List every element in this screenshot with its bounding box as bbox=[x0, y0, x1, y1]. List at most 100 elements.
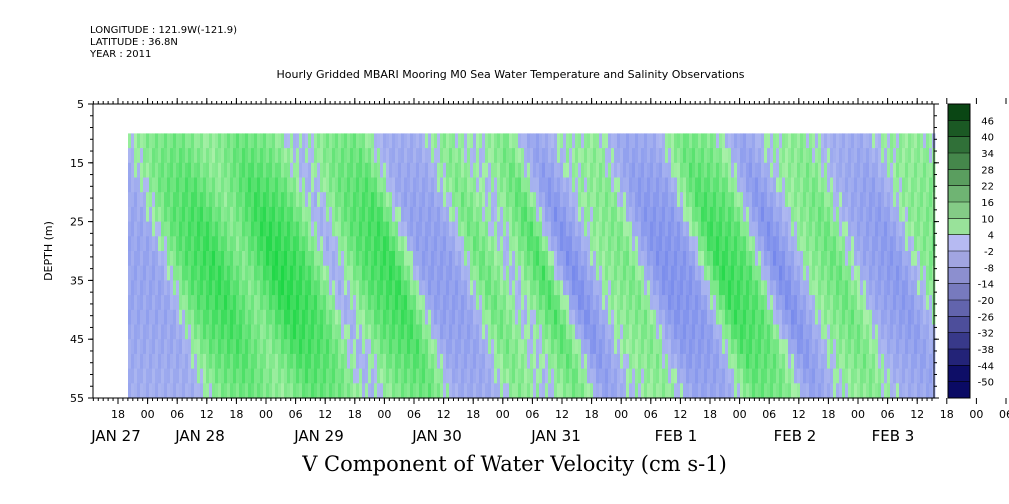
heatmap-cell bbox=[434, 236, 438, 252]
heatmap-cell bbox=[398, 339, 402, 355]
heatmap-cell bbox=[896, 162, 900, 179]
heatmap-cell bbox=[623, 251, 627, 267]
heatmap-cell bbox=[248, 280, 252, 296]
heatmap-cell bbox=[638, 324, 642, 340]
heatmap-cell bbox=[452, 236, 456, 252]
heatmap-cell bbox=[590, 309, 594, 326]
heatmap-cell bbox=[749, 133, 753, 149]
heatmap-cell bbox=[284, 192, 288, 208]
heatmap-cell bbox=[815, 324, 819, 340]
heatmap-cell bbox=[557, 192, 561, 208]
heatmap-cell bbox=[641, 339, 645, 355]
heatmap-cell bbox=[695, 295, 699, 311]
heatmap-cell bbox=[170, 353, 174, 370]
heatmap-cell bbox=[869, 353, 873, 370]
heatmap-cell bbox=[683, 265, 687, 281]
heatmap-cell bbox=[770, 162, 774, 179]
heatmap-cell bbox=[293, 353, 297, 370]
heatmap-cell bbox=[371, 192, 375, 208]
heatmap-cell bbox=[671, 339, 675, 355]
heatmap-cell bbox=[707, 265, 711, 281]
heatmap-cell bbox=[740, 324, 744, 340]
heatmap-cell bbox=[548, 206, 552, 223]
heatmap-cell bbox=[554, 383, 558, 399]
heatmap-cell bbox=[830, 383, 834, 399]
heatmap-cell bbox=[830, 368, 834, 384]
heatmap-cell bbox=[326, 162, 330, 179]
heatmap-cell bbox=[923, 236, 927, 252]
heatmap-cell bbox=[872, 324, 876, 340]
heatmap-cell bbox=[347, 265, 351, 281]
heatmap-cell bbox=[389, 383, 393, 399]
heatmap-cell bbox=[623, 177, 627, 193]
heatmap-cell bbox=[887, 162, 891, 179]
heatmap-cell bbox=[227, 324, 231, 340]
heatmap-cell bbox=[629, 177, 633, 193]
heatmap-cell bbox=[848, 368, 852, 384]
heatmap-cell bbox=[713, 383, 717, 399]
heatmap-cell bbox=[416, 206, 420, 223]
heatmap-cell bbox=[887, 206, 891, 223]
heatmap-cell bbox=[470, 368, 474, 384]
heatmap-cell bbox=[659, 339, 663, 355]
heatmap-cell bbox=[572, 251, 576, 267]
heatmap-cell bbox=[482, 324, 486, 340]
heatmap-cell bbox=[815, 353, 819, 370]
heatmap-cell bbox=[215, 265, 219, 281]
heatmap-cell bbox=[896, 383, 900, 399]
heatmap-cell bbox=[503, 368, 507, 384]
heatmap-cell bbox=[494, 221, 498, 237]
heatmap-cell bbox=[848, 206, 852, 223]
heatmap-cell bbox=[833, 265, 837, 281]
heatmap-cell bbox=[341, 339, 345, 355]
heatmap-cell bbox=[686, 148, 690, 164]
heatmap-cell bbox=[470, 265, 474, 281]
heatmap-cell bbox=[815, 295, 819, 311]
heatmap-cell bbox=[296, 236, 300, 252]
heatmap-cell bbox=[818, 324, 822, 340]
heatmap-cell bbox=[662, 251, 666, 267]
heatmap-cell bbox=[545, 368, 549, 384]
heatmap-cell bbox=[200, 368, 204, 384]
heatmap-cell bbox=[140, 148, 144, 164]
heatmap-cell bbox=[713, 206, 717, 223]
heatmap-cell bbox=[176, 192, 180, 208]
heatmap-cell bbox=[197, 148, 201, 164]
heatmap-cell bbox=[299, 221, 303, 237]
heatmap-cell bbox=[161, 192, 165, 208]
heatmap-cell bbox=[827, 162, 831, 179]
heatmap-cell bbox=[767, 309, 771, 326]
heatmap-cell bbox=[320, 133, 324, 149]
heatmap-cell bbox=[842, 353, 846, 370]
heatmap-cell bbox=[329, 236, 333, 252]
heatmap-cell bbox=[500, 148, 504, 164]
heatmap-cell bbox=[392, 265, 396, 281]
heatmap-cell bbox=[884, 162, 888, 179]
heatmap-cell bbox=[455, 324, 459, 340]
heatmap-cell bbox=[452, 353, 456, 370]
heatmap-cell bbox=[809, 324, 813, 340]
heatmap-cell bbox=[872, 206, 876, 223]
heatmap-cell bbox=[677, 280, 681, 296]
heatmap-cell bbox=[668, 251, 672, 267]
heatmap-cell bbox=[401, 324, 405, 340]
heatmap-cell bbox=[314, 383, 318, 399]
heatmap-cell bbox=[299, 148, 303, 164]
heatmap-cell bbox=[728, 148, 732, 164]
heatmap-cell bbox=[287, 265, 291, 281]
heatmap-cell bbox=[338, 368, 342, 384]
heatmap-cell bbox=[224, 162, 228, 179]
heatmap-cell bbox=[758, 368, 762, 384]
heatmap-cell bbox=[128, 265, 132, 281]
heatmap-cell bbox=[869, 251, 873, 267]
heatmap-cell bbox=[395, 192, 399, 208]
heatmap-cell bbox=[296, 368, 300, 384]
heatmap-cell bbox=[152, 162, 156, 179]
heatmap-cell bbox=[728, 280, 732, 296]
heatmap-cell bbox=[254, 192, 258, 208]
heatmap-cell bbox=[146, 251, 150, 267]
heatmap-cell bbox=[875, 236, 879, 252]
heatmap-cell bbox=[533, 368, 537, 384]
heatmap-cell bbox=[830, 324, 834, 340]
heatmap-cell bbox=[164, 324, 168, 340]
